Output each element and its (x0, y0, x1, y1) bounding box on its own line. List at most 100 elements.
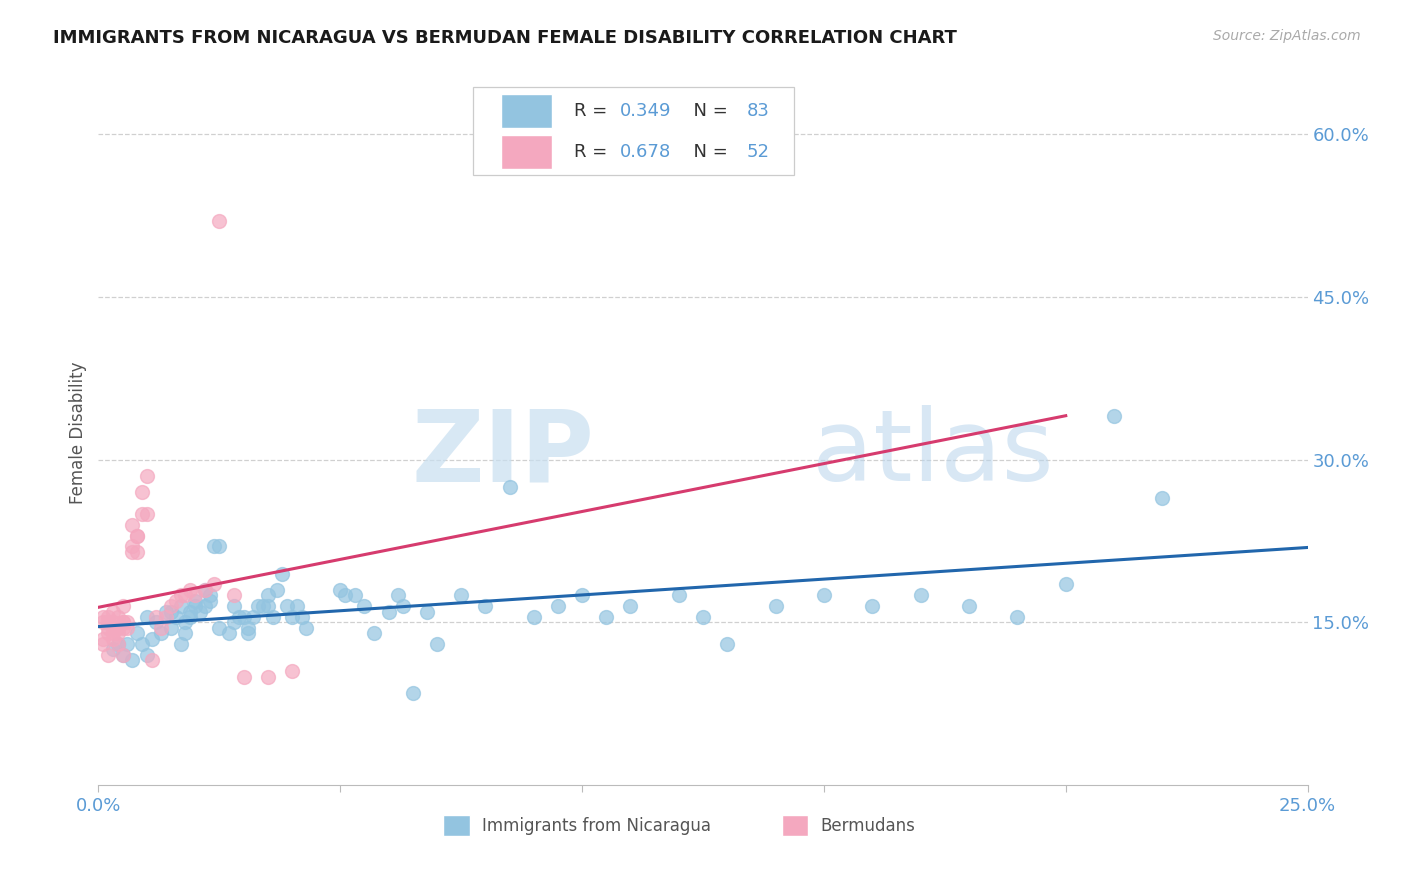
Text: 0.678: 0.678 (620, 143, 671, 161)
Point (111, 599, 134, 613)
Point (238, 626, 260, 640)
Point (135, 507, 157, 521)
Bar (501, 135, 551, 169)
Point (107, 626, 129, 640)
Text: N =: N = (682, 102, 734, 120)
Y-axis label: Female Disability: Female Disability (69, 361, 87, 504)
Point (1102, 409, 1125, 424)
Point (668, 588, 690, 602)
Point (107, 637, 129, 651)
Point (266, 582, 288, 597)
Point (165, 610, 187, 624)
Point (204, 577, 226, 591)
Point (141, 653, 163, 667)
Point (392, 599, 415, 613)
Point (285, 599, 308, 613)
Text: R =: R = (574, 143, 613, 161)
Point (155, 605, 177, 619)
Point (256, 669, 278, 683)
Point (571, 588, 593, 602)
Point (160, 621, 183, 635)
Point (208, 540, 231, 554)
Text: 0.349: 0.349 (620, 102, 671, 120)
Point (1054, 577, 1077, 591)
Point (111, 648, 134, 662)
Point (1007, 610, 1029, 624)
Point (179, 610, 201, 624)
Point (107, 637, 129, 651)
Point (204, 540, 226, 554)
Point (232, 610, 254, 624)
Point (198, 588, 221, 602)
Point (127, 528, 149, 542)
Text: IMMIGRANTS FROM NICARAGUA VS BERMUDAN FEMALE DISABILITY CORRELATION CHART: IMMIGRANTS FROM NICARAGUA VS BERMUDAN FE… (53, 29, 957, 46)
Point (91, 615, 114, 630)
Point (416, 605, 439, 619)
Point (333, 588, 356, 602)
Point (1152, 491, 1174, 505)
Point (160, 599, 183, 613)
Point (343, 588, 366, 602)
Point (121, 653, 143, 667)
Point (252, 599, 274, 613)
Point (377, 605, 399, 619)
Point (222, 599, 245, 613)
Point (121, 545, 143, 559)
Point (222, 615, 245, 630)
Point (198, 593, 221, 607)
Point (107, 621, 129, 635)
Point (281, 610, 304, 624)
Point (135, 610, 157, 624)
Point (247, 599, 270, 613)
Bar (782, 814, 808, 836)
Point (498, 480, 520, 494)
Point (91, 610, 114, 624)
Point (188, 605, 211, 619)
Point (145, 615, 167, 630)
Point (127, 528, 149, 542)
Point (329, 582, 352, 597)
Point (813, 588, 835, 602)
Point (141, 632, 163, 646)
Bar (443, 814, 470, 836)
Point (208, 214, 231, 228)
Point (97, 621, 120, 635)
Point (101, 626, 124, 640)
Point (184, 599, 207, 613)
Point (184, 593, 207, 607)
Point (127, 545, 149, 559)
Point (97, 610, 120, 624)
Point (290, 610, 312, 624)
Point (111, 648, 134, 662)
Point (194, 582, 217, 597)
Point (716, 637, 738, 651)
Point (135, 469, 157, 483)
Point (228, 610, 250, 624)
Point (256, 588, 278, 602)
Point (179, 582, 201, 597)
Text: 52: 52 (747, 143, 769, 161)
Point (271, 566, 294, 581)
Point (121, 540, 143, 554)
Point (295, 621, 318, 635)
Point (910, 588, 932, 602)
Point (97, 626, 120, 640)
Point (91, 637, 114, 651)
Point (169, 588, 191, 602)
Point (184, 588, 207, 602)
Point (169, 599, 191, 613)
Point (101, 615, 124, 630)
Text: R =: R = (574, 102, 613, 120)
Point (111, 615, 134, 630)
Point (692, 610, 714, 624)
Point (765, 599, 787, 613)
Point (222, 588, 245, 602)
Point (117, 621, 139, 635)
Point (127, 626, 149, 640)
Point (150, 621, 173, 635)
Point (145, 610, 167, 624)
Point (363, 626, 385, 640)
Point (242, 610, 264, 624)
Point (262, 610, 284, 624)
Point (165, 593, 187, 607)
